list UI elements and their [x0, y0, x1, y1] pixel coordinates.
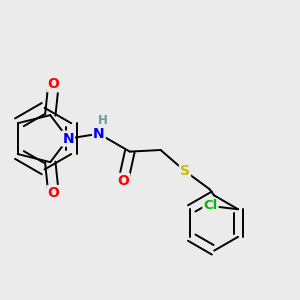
- Text: Cl: Cl: [203, 200, 218, 212]
- Text: N: N: [93, 127, 105, 141]
- Text: O: O: [48, 186, 59, 200]
- Text: S: S: [180, 164, 190, 178]
- Text: O: O: [48, 77, 59, 91]
- Text: N: N: [62, 132, 74, 145]
- Text: O: O: [117, 174, 129, 188]
- Text: H: H: [98, 114, 108, 127]
